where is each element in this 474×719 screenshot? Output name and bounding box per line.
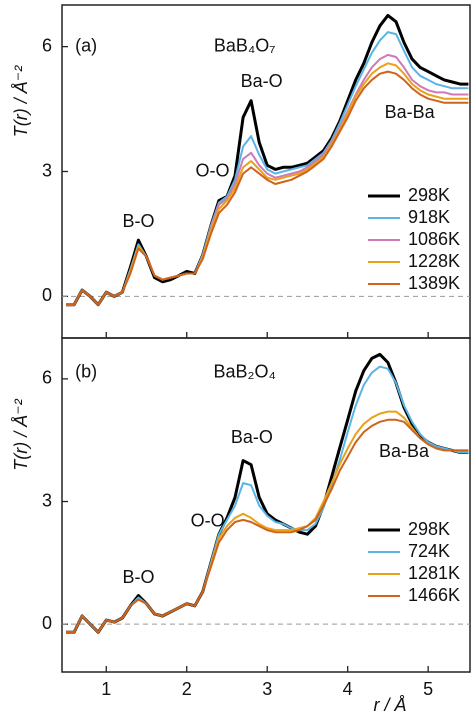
annotation: B-O (122, 567, 154, 587)
legend-label: 1281K (408, 563, 460, 583)
legend-label: 1389K (408, 273, 460, 293)
y-tick-label: 0 (42, 613, 52, 633)
legend-label: 298K (408, 185, 450, 205)
plot-frame (61, 337, 471, 673)
series-line (66, 418, 469, 634)
annotation: BaB₄O₇ (214, 35, 276, 55)
annotation: BaB₂O₄ (213, 361, 275, 381)
legend-label: 724K (408, 541, 450, 561)
y-tick-label: 3 (42, 160, 52, 180)
y-tick-label: 6 (42, 35, 52, 55)
legend-label: 1086K (408, 229, 460, 249)
legend-label: 1466K (408, 585, 460, 605)
annotation: Ba-O (231, 427, 273, 447)
legend-label: 1228K (408, 251, 460, 271)
legend-label: 298K (408, 519, 450, 539)
y-tick-label: 6 (42, 368, 52, 388)
y-tick-label: 3 (42, 490, 52, 510)
x-tick-label: 2 (182, 679, 192, 699)
annotation: Ba-Ba (385, 102, 436, 122)
y-axis-label: T(r) / Å⁻² (11, 398, 31, 470)
legend-label: 918K (408, 207, 450, 227)
x-tick-label: 3 (262, 679, 272, 699)
annotation: Ba-Ba (379, 441, 430, 461)
x-tick-label: 5 (423, 679, 433, 699)
annotation: O-O (195, 160, 229, 180)
x-tick-label: 1 (101, 679, 111, 699)
series-line (66, 70, 469, 306)
x-axis-label: r / Å (373, 695, 406, 715)
annotation: O-O (191, 511, 225, 531)
x-tick-label: 4 (343, 679, 353, 699)
annotation: (a) (75, 35, 97, 55)
y-tick-label: 0 (42, 285, 52, 305)
annotation: B-O (122, 211, 154, 231)
annotation: Ba-O (241, 71, 283, 91)
y-axis-label: T(r) / Å⁻² (11, 65, 31, 137)
annotation: (b) (75, 361, 97, 381)
